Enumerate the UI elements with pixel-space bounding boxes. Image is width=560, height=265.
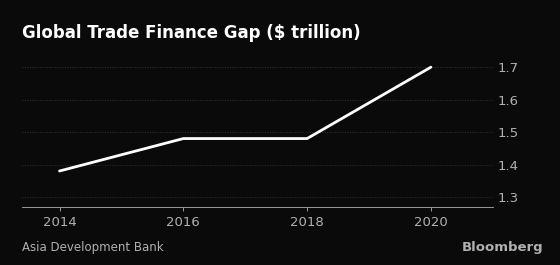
Text: Bloomberg: Bloomberg xyxy=(461,241,543,254)
Text: Global Trade Finance Gap ($ trillion): Global Trade Finance Gap ($ trillion) xyxy=(22,24,361,42)
Text: Asia Development Bank: Asia Development Bank xyxy=(22,241,164,254)
